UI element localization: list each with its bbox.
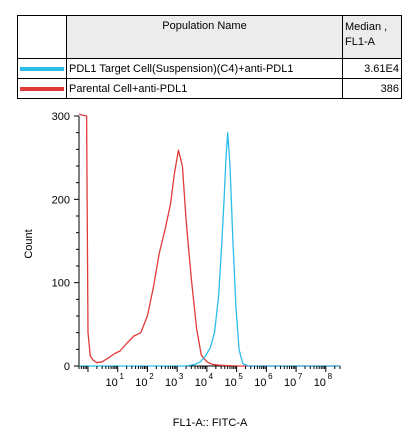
x-tick-label-exponent: 4 <box>209 372 214 381</box>
x-tick-label-exponent: 1 <box>119 372 124 381</box>
legend-header-blank <box>17 15 67 59</box>
legend-row: PDL1 Target Cell(Suspension)(C4)+anti-PD… <box>17 58 402 79</box>
series-layer <box>78 113 340 367</box>
legend-swatch-cell <box>17 58 67 79</box>
y-tick-label: 200 <box>52 194 70 206</box>
x-tick-label-exponent: 5 <box>238 372 243 381</box>
y-axis: 0 100 200 300 <box>52 111 79 373</box>
legend-swatch-cell <box>17 78 67 99</box>
series-line <box>79 132 340 367</box>
legend-row: Parental Cell+anti-PDL1 386 <box>17 78 402 99</box>
x-tick-label: 10 <box>165 377 177 389</box>
legend-header-value-line1: Median , <box>345 21 388 33</box>
y-tick-label: 100 <box>52 278 70 290</box>
legend-row-name: PDL1 Target Cell(Suspension)(C4)+anti-PD… <box>66 58 343 79</box>
x-tick-label: 10 <box>135 377 147 389</box>
x-tick-label: 10 <box>106 377 118 389</box>
legend-row-value: 386 <box>342 78 402 99</box>
x-tick-label-exponent: 6 <box>268 372 273 381</box>
x-tick-label: 10 <box>195 377 207 389</box>
x-tick-label: 10 <box>284 377 296 389</box>
legend-header-value-line2: FL1-A <box>345 36 375 48</box>
x-axis-label: FL1-A:: FITC-A <box>173 417 248 429</box>
x-tick-label: 10 <box>224 377 236 389</box>
series-line <box>78 113 340 367</box>
legend-swatch <box>20 66 64 71</box>
y-axis-label: Count <box>23 229 35 258</box>
x-tick-label-exponent: 3 <box>179 372 184 381</box>
legend-row-value: 3.61E4 <box>342 58 402 79</box>
x-tick-label: 10 <box>254 377 266 389</box>
y-tick-label: 300 <box>52 111 70 123</box>
legend-table: Population Name Median , FL1-A PDL1 Targe… <box>17 15 402 99</box>
y-tick-label: 0 <box>64 361 70 373</box>
plot-frame <box>78 116 340 367</box>
legend-swatch <box>20 86 64 91</box>
x-tick-label-exponent: 8 <box>328 372 333 381</box>
x-tick-label-exponent: 7 <box>298 372 303 381</box>
x-tick-label: 10 <box>314 377 326 389</box>
legend-header-value: Median , FL1-A <box>342 15 402 59</box>
x-tick-label-exponent: 2 <box>149 372 154 381</box>
